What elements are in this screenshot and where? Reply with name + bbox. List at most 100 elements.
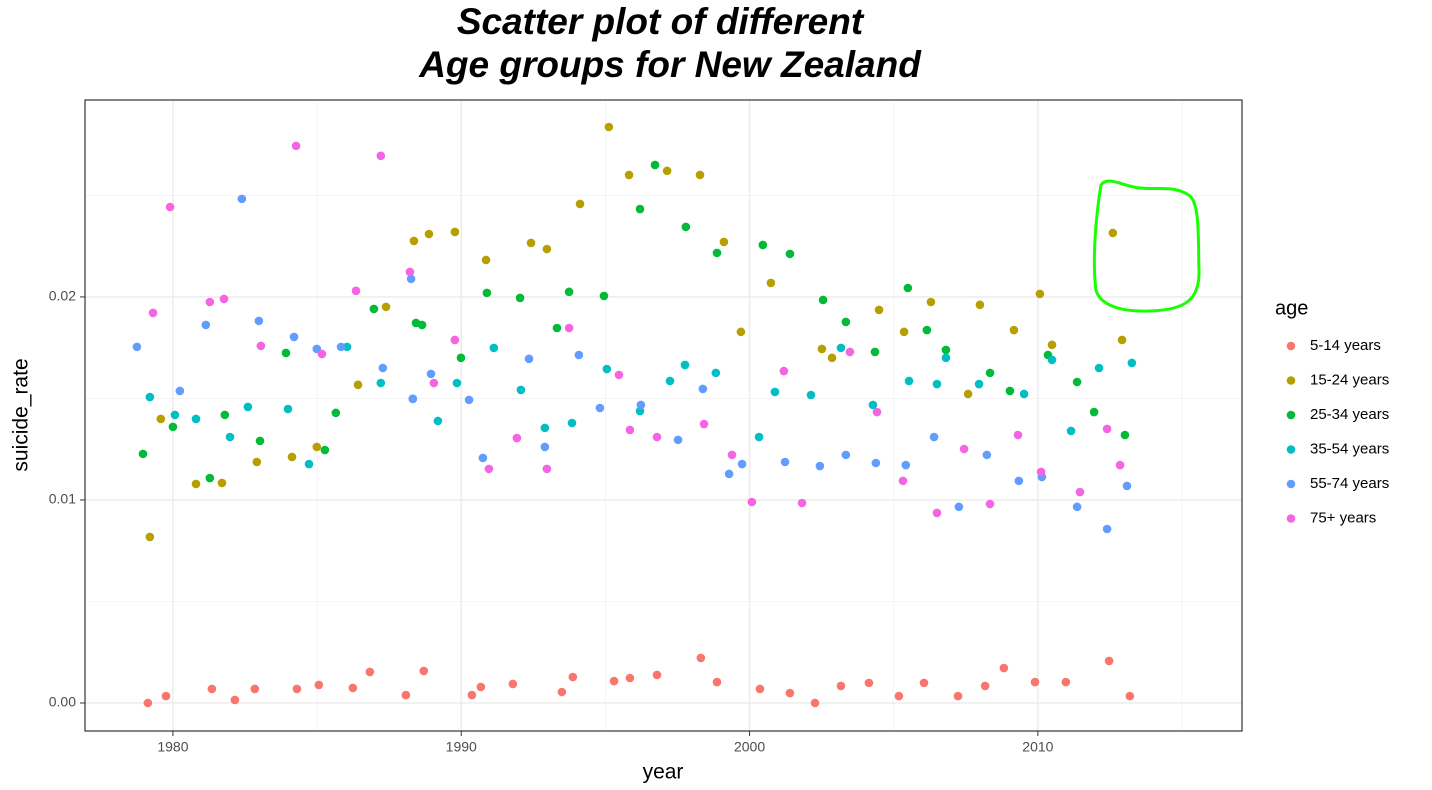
point [766, 278, 776, 288]
point [599, 291, 609, 301]
point [975, 300, 985, 310]
legend-marker [1286, 341, 1296, 351]
point [252, 457, 262, 467]
point [405, 267, 415, 277]
x-axis-label: year [643, 761, 684, 784]
point [898, 476, 908, 486]
point [982, 450, 992, 460]
point [219, 294, 229, 304]
point [650, 160, 660, 170]
point [815, 461, 825, 471]
point [1125, 691, 1135, 701]
point [698, 384, 708, 394]
point [365, 667, 375, 677]
point [191, 414, 201, 424]
point [314, 680, 324, 690]
legend-marker [1286, 376, 1296, 385]
point [1122, 481, 1132, 491]
point [779, 366, 789, 376]
point [1094, 363, 1104, 373]
point [254, 316, 264, 326]
point [564, 287, 574, 297]
point [250, 684, 260, 694]
point [317, 349, 327, 359]
point [225, 432, 235, 442]
point [1009, 325, 1019, 335]
point [868, 400, 878, 410]
point [827, 353, 837, 363]
point [699, 419, 709, 429]
point [652, 432, 662, 442]
point [1117, 335, 1127, 345]
point [625, 425, 635, 435]
point [806, 390, 816, 400]
point [595, 403, 605, 413]
point [145, 392, 155, 402]
point [175, 386, 185, 396]
point [1108, 228, 1118, 238]
point [1102, 524, 1112, 534]
point [336, 342, 346, 352]
point [614, 370, 624, 380]
point [156, 414, 166, 424]
point [481, 255, 491, 265]
point [932, 508, 942, 518]
point [1005, 386, 1015, 396]
point [484, 464, 494, 474]
point [419, 666, 429, 676]
point [353, 380, 363, 390]
point [872, 407, 882, 417]
point [695, 170, 705, 180]
point [426, 369, 436, 379]
point [985, 499, 995, 509]
point [205, 297, 215, 307]
point [985, 368, 995, 378]
plot-border [84, 99, 1243, 732]
point [512, 433, 522, 443]
point [785, 249, 795, 259]
point [1127, 358, 1137, 368]
y-tick-label: 0.02 [49, 288, 76, 304]
point [220, 410, 230, 420]
point [168, 422, 178, 432]
point [450, 335, 460, 345]
point [378, 363, 388, 373]
point [1035, 289, 1045, 299]
point [636, 400, 646, 410]
point [818, 295, 828, 305]
point [478, 453, 488, 463]
point [959, 444, 969, 454]
point [132, 342, 142, 352]
x-tick-label: 1980 [157, 739, 188, 755]
point [974, 379, 984, 389]
point [351, 286, 361, 296]
point [524, 354, 534, 364]
point [401, 690, 411, 700]
point [348, 683, 358, 693]
point [980, 681, 990, 691]
point [540, 442, 550, 452]
point [237, 194, 247, 204]
point [564, 323, 574, 333]
point [673, 435, 683, 445]
y-axis-label: suicide_rate [10, 358, 33, 471]
point [1036, 467, 1046, 477]
point [941, 353, 951, 363]
point [817, 344, 827, 354]
point [217, 478, 227, 488]
legend-title: age [1275, 297, 1308, 319]
point [312, 442, 322, 452]
legend-label: 35-54 years [1310, 440, 1389, 457]
point [841, 450, 851, 460]
point [652, 670, 662, 680]
point [841, 317, 851, 327]
point [542, 244, 552, 254]
point [567, 418, 577, 428]
point [289, 332, 299, 342]
point [568, 672, 578, 682]
point [736, 327, 746, 337]
point [953, 691, 963, 701]
point [516, 385, 526, 395]
point [574, 350, 584, 360]
point [904, 376, 914, 386]
